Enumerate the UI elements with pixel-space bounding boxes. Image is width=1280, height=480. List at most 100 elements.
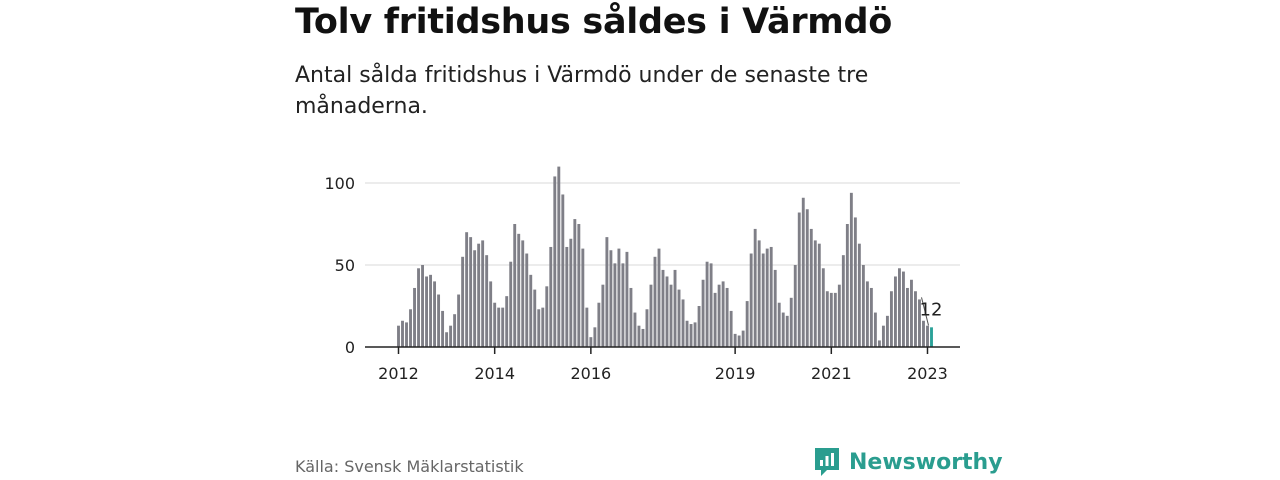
bar — [521, 240, 525, 347]
bar — [617, 248, 621, 347]
bar-highlight — [930, 327, 933, 347]
bar — [821, 268, 825, 347]
bar — [505, 296, 509, 347]
bar — [545, 286, 549, 347]
bar — [513, 224, 517, 347]
bar — [557, 166, 561, 347]
bar — [697, 306, 701, 347]
bar — [918, 299, 921, 347]
bar — [629, 287, 633, 347]
bar — [713, 292, 717, 347]
bar — [813, 240, 817, 347]
x-tick-label: 2014 — [474, 364, 515, 383]
bar — [421, 265, 424, 347]
bar — [857, 243, 861, 347]
bar — [793, 265, 797, 347]
bar — [465, 232, 469, 347]
bar — [517, 233, 521, 347]
bar — [597, 302, 601, 347]
bar — [685, 320, 689, 347]
bar — [637, 325, 641, 347]
bar — [833, 292, 837, 347]
bar — [461, 256, 465, 347]
bar — [605, 237, 609, 347]
bar — [689, 324, 693, 347]
bar — [869, 287, 873, 347]
bar — [429, 274, 433, 347]
bar — [453, 314, 457, 347]
bar — [481, 240, 485, 347]
bar — [805, 209, 809, 347]
bar — [601, 284, 605, 347]
bar — [785, 315, 789, 347]
bar — [397, 325, 400, 347]
bar — [926, 325, 929, 347]
bar — [473, 250, 477, 347]
bar — [789, 297, 793, 347]
bar — [865, 281, 869, 347]
bar — [589, 337, 593, 347]
bar — [801, 197, 805, 347]
bar — [749, 253, 753, 347]
bar — [409, 309, 412, 347]
bar — [829, 292, 833, 347]
bar — [593, 327, 597, 347]
bar — [573, 219, 577, 347]
x-axis-ticks: 2012 2014 2016 2019 2021 2023 — [378, 347, 948, 383]
bar — [737, 335, 741, 347]
bar — [425, 276, 428, 347]
bar — [781, 312, 785, 347]
bar — [837, 284, 841, 347]
bar — [649, 284, 653, 347]
bar — [633, 312, 637, 347]
bar — [741, 330, 745, 347]
bar — [885, 315, 889, 347]
bar — [910, 279, 913, 347]
bar — [761, 253, 765, 347]
bar — [906, 287, 909, 347]
y-tick-label: 0 — [345, 338, 355, 357]
bar — [413, 287, 416, 347]
bar — [849, 192, 853, 347]
bar — [841, 255, 845, 347]
y-tick-label: 100 — [324, 174, 355, 193]
source-note: Källa: Svensk Mäklarstatistik — [295, 457, 524, 476]
bar — [533, 289, 537, 347]
bar — [701, 279, 705, 347]
bar — [645, 309, 649, 347]
bar — [877, 340, 881, 347]
x-tick-label: 2023 — [907, 364, 948, 383]
x-tick-label: 2012 — [378, 364, 419, 383]
bar — [585, 307, 589, 347]
bar — [525, 253, 529, 347]
bar — [914, 291, 917, 347]
bar — [705, 261, 709, 347]
bar — [753, 228, 757, 347]
bar — [881, 325, 885, 347]
chart-subtitle: Antal sålda fritidshus i Värmdö under de… — [295, 63, 869, 119]
y-tick-label: 50 — [335, 256, 355, 275]
bar — [445, 332, 449, 347]
bar — [898, 268, 901, 347]
bar — [769, 246, 773, 347]
bar — [437, 294, 441, 347]
bar — [441, 310, 445, 347]
bar — [501, 307, 505, 347]
bar — [873, 312, 877, 347]
bar — [721, 281, 725, 347]
bar — [693, 322, 697, 347]
annotation-label: 12 — [920, 299, 943, 320]
x-tick-label: 2021 — [811, 364, 852, 383]
bar — [677, 289, 681, 347]
bar — [825, 291, 829, 347]
chart-title: Tolv fritidshus såldes i Värmdö — [295, 2, 892, 42]
bar — [729, 310, 733, 347]
brand-name: Newsworthy — [849, 449, 1003, 475]
bar — [549, 246, 553, 347]
bar — [433, 281, 437, 347]
bar — [553, 176, 557, 347]
brand-logo: Newsworthy — [813, 446, 1003, 478]
bars — [397, 166, 933, 347]
x-tick-label: 2019 — [715, 364, 756, 383]
bar — [817, 243, 821, 347]
